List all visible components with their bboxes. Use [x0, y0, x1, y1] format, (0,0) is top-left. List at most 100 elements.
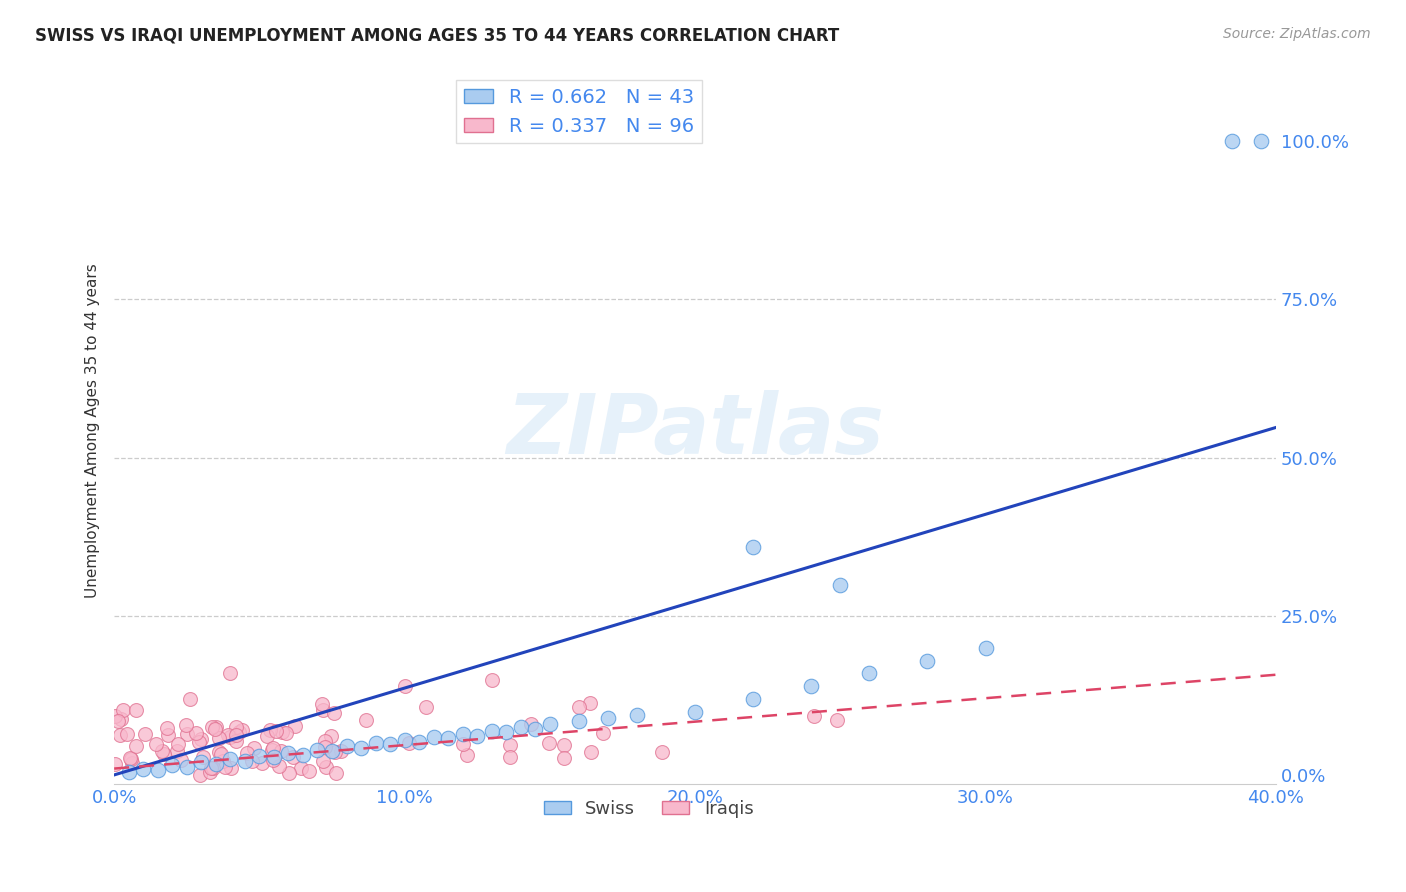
Point — [125, 703, 148, 717]
Point — [249, 748, 271, 763]
Point — [263, 750, 285, 764]
Point — [262, 753, 284, 767]
Point — [205, 756, 228, 771]
Point — [124, 739, 146, 753]
Point — [264, 724, 287, 739]
Point — [270, 744, 292, 758]
Point — [456, 747, 478, 762]
Point — [242, 741, 264, 756]
Point — [219, 752, 242, 766]
Point — [219, 731, 242, 745]
Point — [188, 734, 211, 748]
Point — [231, 723, 253, 737]
Point — [394, 679, 416, 693]
Point — [553, 738, 575, 752]
Point — [408, 735, 430, 749]
Point — [250, 756, 273, 771]
Point — [202, 761, 225, 775]
Point — [481, 673, 503, 687]
Point — [259, 723, 281, 738]
Point — [451, 727, 474, 741]
Point — [145, 737, 167, 751]
Point — [465, 729, 488, 743]
Point — [579, 697, 602, 711]
Point — [110, 712, 132, 726]
Point — [174, 718, 197, 732]
Point — [214, 760, 236, 774]
Point — [277, 746, 299, 760]
Point — [415, 700, 437, 714]
Point — [190, 731, 212, 746]
Point — [240, 754, 263, 768]
Point — [596, 711, 619, 725]
Text: Source: ZipAtlas.com: Source: ZipAtlas.com — [1223, 27, 1371, 41]
Text: ZIPatlas: ZIPatlas — [506, 391, 884, 472]
Point — [212, 754, 235, 768]
Point — [683, 705, 706, 719]
Point — [225, 728, 247, 742]
Point — [132, 762, 155, 776]
Point — [121, 756, 143, 770]
Point — [120, 752, 142, 766]
Point — [394, 733, 416, 747]
Point — [626, 707, 648, 722]
Point — [115, 727, 138, 741]
Point — [277, 765, 299, 780]
Point — [219, 761, 242, 775]
Point — [422, 730, 444, 744]
Point — [191, 750, 214, 764]
Point — [553, 750, 575, 764]
Point — [323, 745, 346, 759]
Point — [200, 761, 222, 775]
Point — [225, 734, 247, 748]
Point — [354, 713, 377, 727]
Point — [176, 727, 198, 741]
Point — [217, 727, 239, 741]
Point — [256, 729, 278, 743]
Point — [378, 738, 401, 752]
Point — [311, 698, 333, 712]
Point — [176, 760, 198, 774]
Point — [803, 708, 825, 723]
Point — [651, 745, 673, 759]
Point — [330, 744, 353, 758]
Point — [260, 743, 283, 757]
Point — [364, 736, 387, 750]
Point — [156, 721, 179, 735]
Point — [830, 577, 852, 591]
Point — [592, 726, 614, 740]
Point — [315, 759, 337, 773]
Point — [225, 720, 247, 734]
Point — [236, 746, 259, 760]
Point — [208, 731, 231, 745]
Point — [398, 737, 420, 751]
Point — [201, 720, 224, 734]
Point — [156, 728, 179, 742]
Point — [520, 716, 543, 731]
Point — [262, 740, 284, 755]
Point — [198, 765, 221, 780]
Point — [205, 720, 228, 734]
Point — [579, 746, 602, 760]
Point — [1222, 134, 1244, 148]
Point — [314, 740, 336, 755]
Point — [267, 759, 290, 773]
Legend: Swiss, Iraqis: Swiss, Iraqis — [537, 792, 761, 825]
Point — [134, 727, 156, 741]
Point — [162, 758, 184, 772]
Point — [319, 729, 342, 743]
Point — [307, 742, 329, 756]
Point — [118, 764, 141, 779]
Point — [1250, 134, 1272, 148]
Point — [499, 749, 522, 764]
Point — [170, 753, 193, 767]
Point — [167, 738, 190, 752]
Point — [103, 756, 125, 771]
Point — [298, 764, 321, 779]
Point — [104, 708, 127, 723]
Point — [188, 767, 211, 781]
Point — [179, 692, 201, 706]
Point — [350, 741, 373, 756]
Point — [917, 654, 939, 668]
Point — [150, 744, 173, 758]
